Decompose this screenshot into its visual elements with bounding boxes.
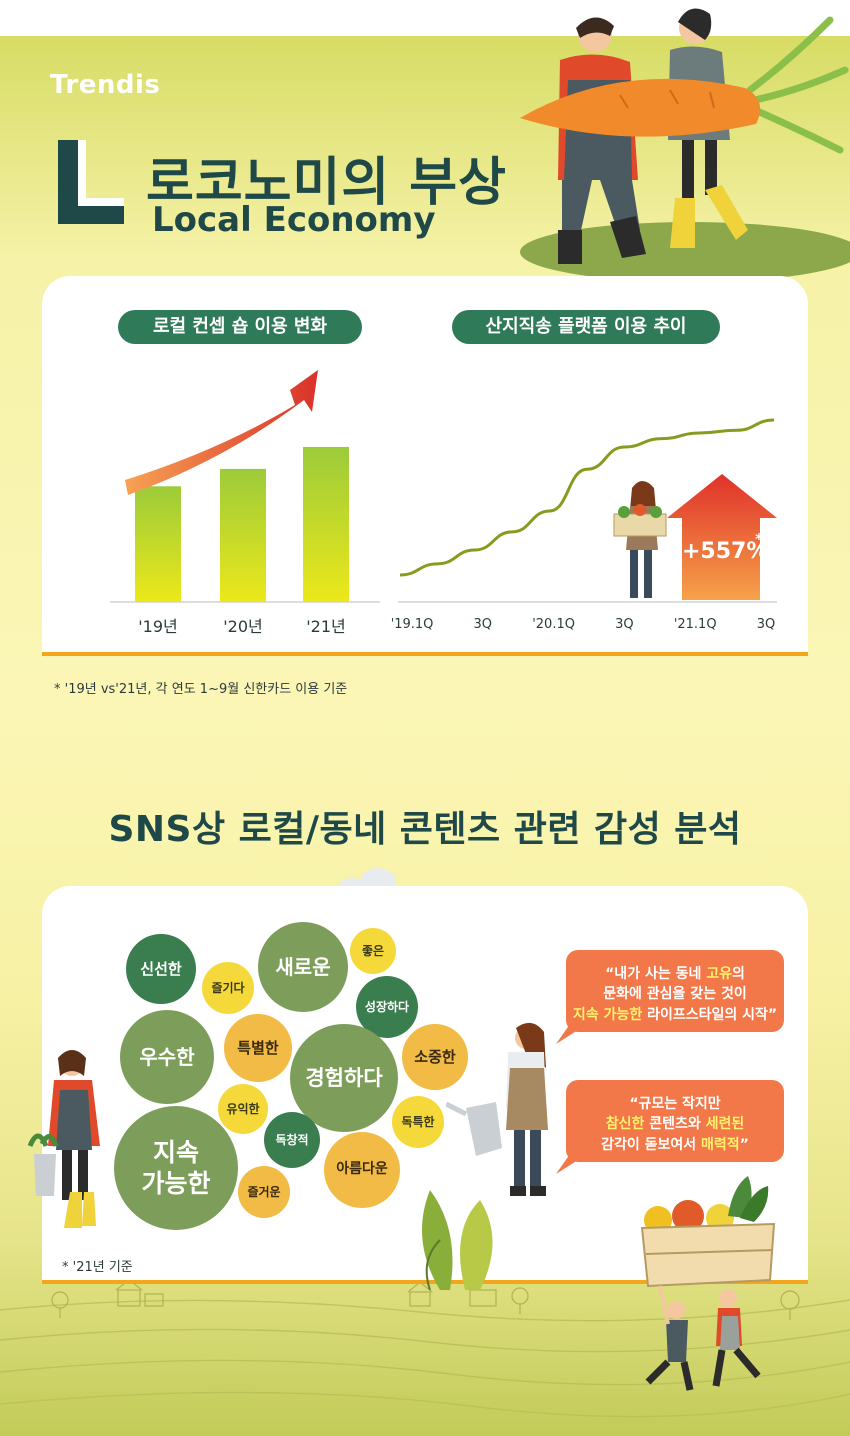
page-title: 로코노미의 부상: [146, 153, 507, 213]
word-bubble: 좋은: [350, 928, 396, 974]
bar-tick-label: '20년: [223, 617, 262, 636]
woman-with-watering-can-illustration: [446, 1022, 548, 1196]
line-tick-label: 3Q: [615, 617, 634, 632]
growth-up-arrow: [667, 474, 777, 600]
word-bubble: 경험하다: [290, 1024, 398, 1132]
leaf-plants-illustration: [422, 1190, 493, 1290]
word-bubble: 유익한: [218, 1084, 268, 1134]
page-subtitle: Local Economy: [152, 200, 436, 240]
word-bubble: 즐기다: [202, 962, 254, 1014]
farmers-carrot-illustration: [520, 8, 849, 264]
bar-2: [303, 446, 349, 602]
line-tick-label: 3Q: [474, 617, 493, 632]
quote-tail-1: [556, 1024, 578, 1044]
woman-with-box-illustration: [613, 481, 667, 598]
bar-tick-label: '19년: [138, 617, 177, 636]
growth-up-annotation: +557%: [682, 539, 768, 564]
word-bubble: 소중한: [402, 1024, 468, 1090]
trend-line: [399, 418, 775, 577]
bar-chart-local-concept-shop: +34% * '19년 '20년 '21년: [110, 370, 380, 636]
woman-with-bucket-illustration: [27, 1050, 100, 1228]
landscape: [0, 1299, 850, 1418]
bar-tick-label: '21년: [306, 617, 345, 636]
word-bubble: 독특한: [392, 1096, 444, 1148]
line-chart-direct-delivery: +557% * '19.1Q 3Q '20.1Q 3Q '21.1Q 3Q: [392, 418, 777, 632]
trendis-logo[interactable]: Trendis: [50, 70, 161, 100]
sentiment-footnote: * '21년 기준: [62, 1260, 133, 1275]
quote-bubble-2: “규모는 작지만 참신한 콘텐츠와 세련된 감각이 돋보여서 매력적”: [566, 1080, 784, 1162]
growth-arrow: [125, 370, 318, 495]
vegetable-crate-illustration: [640, 1176, 776, 1391]
word-bubble: 특별한: [224, 1014, 292, 1082]
word-bubble: 성장하다: [356, 976, 418, 1038]
line-tick-label: '20.1Q: [532, 617, 575, 632]
word-bubble: 우수한: [120, 1010, 214, 1104]
word-bubble: 새로운: [258, 922, 348, 1012]
chart-title-local-concept-shop: 로컬 컨셉 숍 이용 변화: [118, 310, 362, 344]
word-bubble-large: 지속 가능한: [114, 1106, 238, 1230]
line-tick-label: '21.1Q: [674, 617, 717, 632]
quote-tail-2: [556, 1154, 578, 1174]
word-bubble: 아름다운: [324, 1132, 400, 1208]
hill-top: [520, 222, 850, 282]
bar-0: [135, 486, 181, 602]
bar-1: [220, 468, 266, 602]
line-tick-label: 3Q: [757, 617, 776, 632]
growth-up-annotation-mark: *: [755, 530, 763, 548]
chart-footnote: * '19년 vs'21년, 각 연도 1~9월 신한카드 이용 기준: [54, 682, 348, 697]
line-tick-label: '19.1Q: [392, 617, 433, 632]
big-l-glyph: [58, 140, 124, 224]
word-bubble: 독창적: [264, 1112, 320, 1168]
word-bubble: 즐거운: [238, 1166, 290, 1218]
word-bubble: 신선한: [126, 934, 196, 1004]
chart-title-direct-delivery: 산지직송 플랫폼 이용 추이: [452, 310, 720, 344]
quote-bubble-1: “내가 사는 동네 고유의 문화에 관심을 갖는 것이 지속 가능한 라이프스타…: [566, 950, 784, 1032]
section-title-sentiment: SNS상 로컬/동네 콘텐츠 관련 감성 분석: [108, 809, 742, 850]
